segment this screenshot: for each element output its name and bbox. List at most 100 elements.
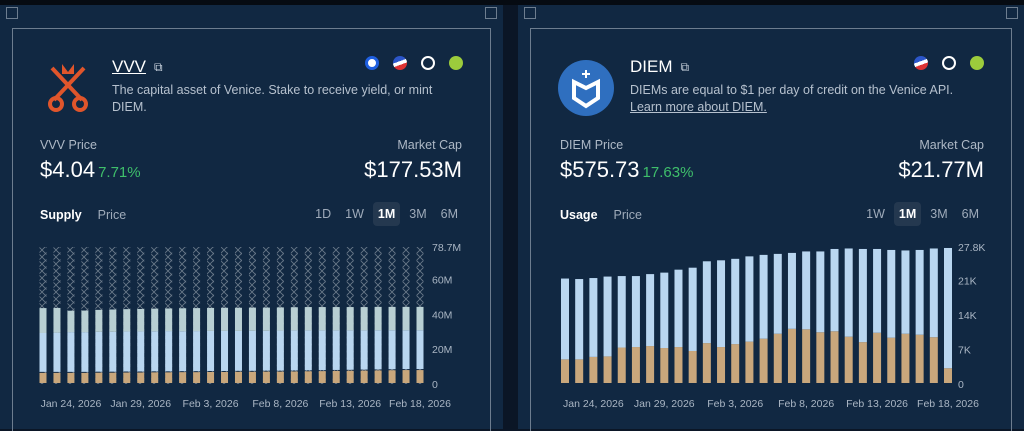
- coinbase-icon[interactable]: [365, 56, 379, 70]
- bar-segment-0: [561, 359, 569, 383]
- x-tick-label: Feb 3, 2026: [183, 398, 239, 410]
- learn-more-link[interactable]: Learn more about DIEM.: [630, 100, 767, 114]
- price: $4.04: [40, 157, 96, 182]
- bar-segment-1: [887, 249, 896, 338]
- y-tick-label: 40M: [432, 309, 452, 321]
- bar-segment-2: [151, 308, 159, 332]
- bar-segment-0: [773, 333, 782, 383]
- coinmarketcap-icon[interactable]: [421, 56, 435, 70]
- price: $575.73: [560, 157, 640, 182]
- bar-segment-0: [221, 371, 229, 383]
- bar-segment-0: [575, 359, 584, 383]
- bar-segment-2: [402, 306, 410, 331]
- bar-segment-0: [915, 334, 924, 383]
- bar-segment-1: [151, 331, 159, 372]
- bar-segment-0: [207, 371, 215, 383]
- bar-segment-0: [929, 337, 938, 383]
- bar-segment-1: [137, 331, 145, 372]
- bar-segment-2: [67, 310, 75, 333]
- bar-segment-0: [844, 336, 853, 383]
- bar-segment-1: [374, 330, 382, 370]
- token-title[interactable]: VVV ⧉: [112, 57, 163, 77]
- range-1m[interactable]: 1M: [372, 202, 401, 226]
- bar-segment-1: [631, 276, 640, 348]
- description-text: DIEMs are equal to $1 per day of credit …: [630, 83, 954, 97]
- x-tick-label: Feb 13, 2026: [846, 398, 908, 410]
- range-1w[interactable]: 1W: [866, 207, 885, 221]
- bar-segment-2: [304, 307, 312, 331]
- bar-segment-1: [688, 267, 697, 351]
- coinmarketcap-icon[interactable]: [942, 56, 956, 70]
- bar-segment-1: [207, 330, 215, 371]
- bar-segment-2: [81, 310, 89, 333]
- link-icons: [365, 56, 463, 70]
- x-tick-label: Feb 13, 2026: [319, 398, 381, 410]
- bar-segment-2: [276, 307, 284, 331]
- bar-segment-0: [39, 372, 47, 383]
- bar-segment-2: [137, 308, 145, 332]
- price-label: VVV Price: [40, 138, 97, 152]
- bar-segment-1: [290, 330, 298, 371]
- bar-segment-0: [95, 372, 103, 383]
- tab-price[interactable]: Price: [613, 208, 643, 222]
- tab-supply[interactable]: Supply: [40, 208, 82, 222]
- bar-segment-0: [688, 350, 697, 383]
- bar-segment-0: [702, 343, 711, 383]
- bar-segment-0: [388, 370, 396, 383]
- external-link-icon[interactable]: ⧉: [154, 59, 163, 74]
- bar-segment-1: [346, 330, 354, 370]
- coingecko-icon[interactable]: [449, 56, 463, 70]
- bar-segment-0: [787, 328, 796, 383]
- bar-segment-1: [402, 330, 410, 370]
- range-6m[interactable]: 6M: [440, 207, 458, 221]
- range-selector: 1D 1W 1M 3M 6M: [310, 202, 463, 226]
- x-tick-label: Feb 8, 2026: [778, 398, 834, 410]
- bar-segment-0: [374, 370, 382, 383]
- range-selector: 1W 1M 3M 6M: [861, 202, 984, 226]
- token-title[interactable]: DIEM ⧉: [630, 57, 689, 77]
- top-bar: [0, 0, 1024, 5]
- frame-corner: [485, 7, 497, 19]
- bar-segment-0: [234, 371, 242, 383]
- tab-price[interactable]: Price: [97, 208, 127, 222]
- range-1d[interactable]: 1D: [315, 207, 332, 221]
- vvv-keys-logo-icon: [48, 64, 88, 112]
- bar-segment-0: [617, 347, 626, 383]
- bar-segment-0: [944, 368, 952, 383]
- bar-segment-1: [787, 252, 796, 329]
- range-6m[interactable]: 6M: [961, 207, 979, 221]
- bar-segment-1: [773, 253, 782, 334]
- bar-segment-2: [346, 307, 354, 331]
- bar-segment-0: [603, 356, 612, 383]
- bar-segment-2: [318, 307, 326, 331]
- y-tick-label: 14K: [958, 310, 977, 322]
- bar-segment-2: [388, 306, 396, 331]
- tab-usage[interactable]: Usage: [560, 208, 598, 222]
- range-1w[interactable]: 1W: [345, 207, 364, 221]
- coingecko-icon[interactable]: [970, 56, 984, 70]
- range-1m[interactable]: 1M: [893, 202, 922, 226]
- bar-segment-1: [575, 279, 584, 360]
- frame-corner: [6, 7, 18, 19]
- bar-segment-0: [816, 332, 825, 383]
- bar-segment-2: [290, 307, 298, 331]
- bar-segment-1: [95, 331, 103, 372]
- bar-segment-2: [123, 309, 131, 332]
- bar-segment-0: [193, 372, 201, 383]
- bar-segment-0: [674, 347, 683, 383]
- token-name[interactable]: DIEM: [630, 57, 673, 76]
- external-link-icon[interactable]: ⧉: [680, 59, 690, 74]
- bar-segment-0: [901, 333, 910, 383]
- bar-segment-0: [416, 370, 424, 383]
- bar-segment-1: [193, 331, 201, 372]
- bar-segment-1: [929, 248, 938, 338]
- token-name[interactable]: VVV: [112, 57, 147, 76]
- range-3m[interactable]: 3M: [930, 207, 948, 221]
- range-3m[interactable]: 3M: [409, 207, 427, 221]
- bar-segment-2: [109, 309, 117, 332]
- exchange-icon[interactable]: [393, 56, 407, 70]
- market-cap-value: $21.77M: [898, 157, 984, 182]
- bar-segment-0: [304, 371, 312, 383]
- bar-segment-2: [248, 307, 256, 331]
- exchange-icon[interactable]: [914, 56, 928, 70]
